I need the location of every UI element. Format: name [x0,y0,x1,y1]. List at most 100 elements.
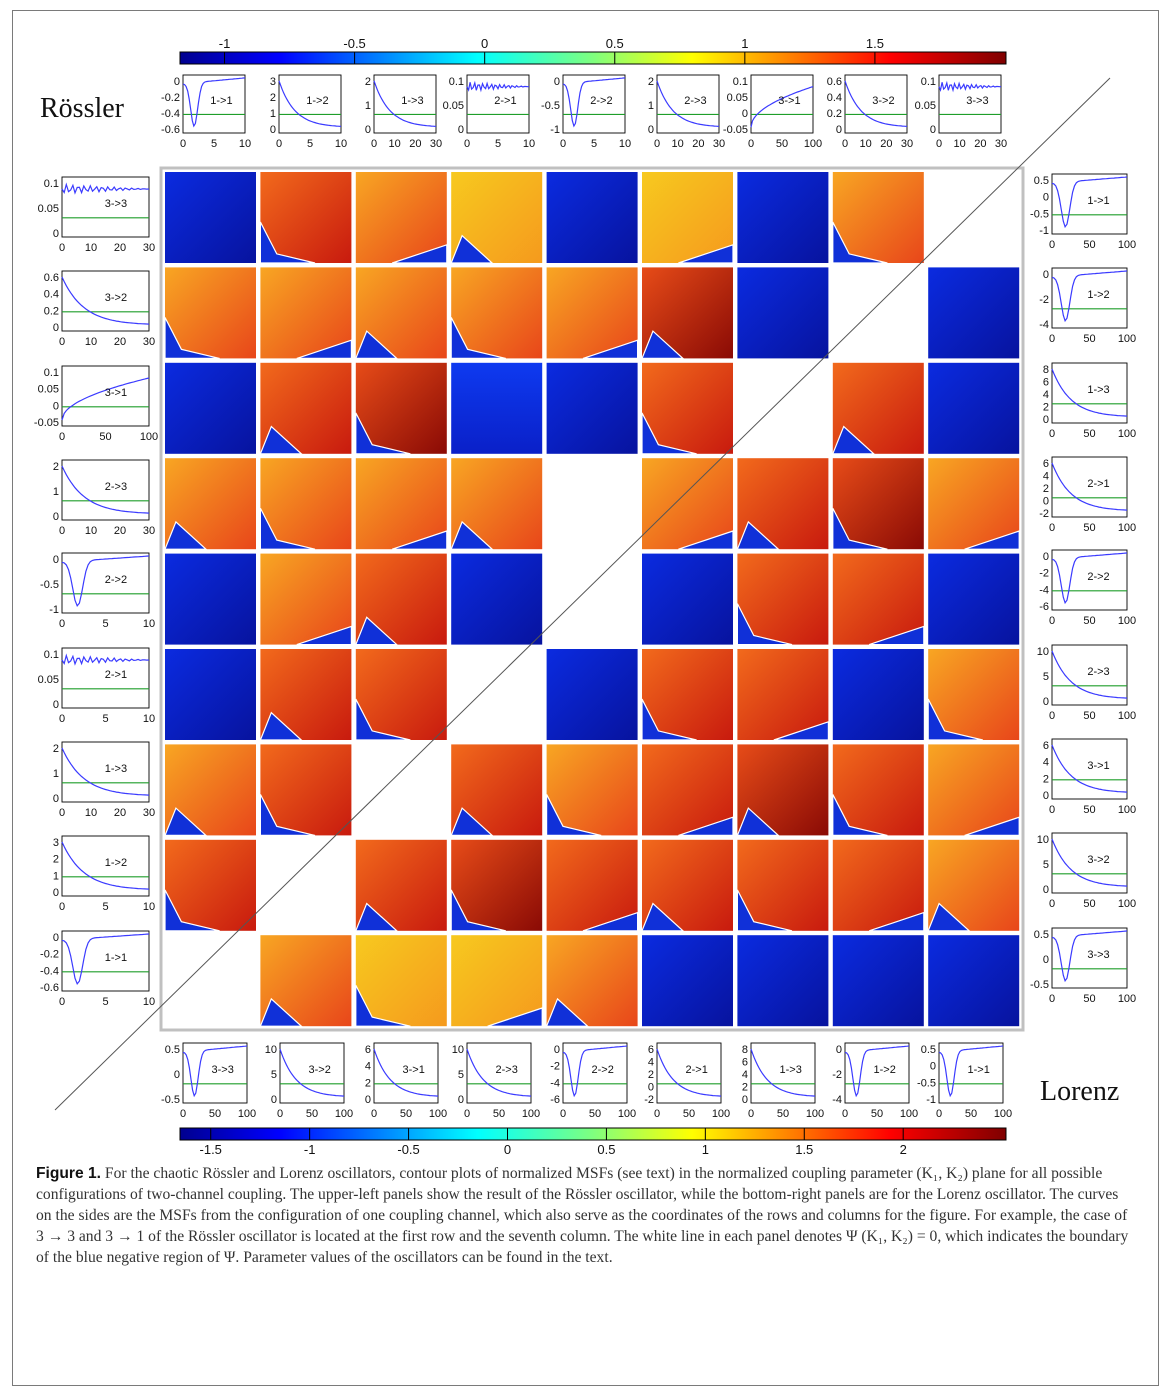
y-tick-label: 0 [365,1094,371,1106]
x-tick-label: 5 [211,138,217,150]
contour-cell [928,935,1020,1027]
figure-frame [12,10,1159,1386]
contour-fill [928,267,1020,359]
y-tick-label: -2 [550,1061,560,1073]
contour-cell [927,839,1020,932]
x-tick-label: 10 [143,901,155,913]
y-tick-label: 0.4 [44,289,59,301]
msf-curve [1051,368,1128,417]
contour-cell [737,172,829,263]
contour-cell [737,935,829,1027]
x-tick-label: 5 [102,996,108,1008]
contour-fill [260,267,352,359]
contour-fill [260,839,352,931]
negative-region [545,794,602,837]
negative-region [641,330,685,359]
contour-cell [260,553,352,646]
contour-fill [355,362,447,454]
y-tick-label: 0 [554,76,560,88]
contour-cell [736,458,829,550]
negative-region [259,794,316,837]
x-tick-label: 10 [619,138,631,150]
negative-region [259,997,303,1027]
negative-region [678,816,734,837]
contour-cell [165,935,256,1027]
panel-axes [182,1042,248,1104]
contour-fill [928,744,1020,836]
contour-fill [165,172,256,263]
y-tick-label: 2 [1043,773,1049,785]
y-tick-label: 0 [53,932,59,944]
x-tick-label: 10 [85,336,97,348]
x-tick-label: 0 [59,431,65,443]
panel-label: 2->3 [684,95,706,107]
msf-curve [373,1048,439,1097]
contour-cell [642,172,734,264]
x-tick-label: 5 [102,618,108,630]
contour-cell [164,839,256,932]
contour-fill [355,744,447,836]
y-tick-label: 10 [452,1044,464,1056]
contour-cell [450,458,543,550]
contour-fill [451,935,543,1027]
lorenz-bottom-panel: 3->30.50-0.50 50 100 [161,1042,256,1120]
contour-fill [260,458,352,550]
colorbar-tick-label: 1 [741,36,748,51]
panel-label: 2->2 [592,1064,614,1076]
x-tick-label: 50 [400,1108,412,1120]
negative-region [832,221,888,264]
x-tick-label: 50 [1083,428,1095,440]
msf-curve [1051,838,1128,887]
colorbar-tick-label: 0.5 [597,1142,615,1157]
contour-fill [355,458,447,550]
figure-caption: Figure 1. For the chaotic Rössler and Lo… [36,1163,1136,1268]
x-tick-label: 0 [59,336,65,348]
msf-curve [1051,930,1128,983]
y-tick-label: 1 [53,486,59,498]
negative-region [736,520,780,550]
x-tick-label: 0 [59,713,65,725]
msf-curve [656,80,720,127]
y-tick-label: -0.4 [161,108,180,120]
negative-region [354,616,399,646]
panel-label: 2->3 [1087,666,1109,678]
y-tick-label: 0 [930,124,936,136]
contour-cell [260,839,352,931]
msf-curve [750,1048,816,1097]
x-tick-label: 30 [713,138,725,150]
x-tick-label: 100 [1118,710,1136,722]
panel-label: 3->2 [105,292,127,304]
panel-label: 3->3 [105,198,127,210]
lorenz-right-panel: 1->20-2-40 50 100 [1039,267,1136,345]
negative-region [296,339,352,359]
colorbar-tick-label: -0.5 [397,1142,419,1157]
x-tick-label: 100 [1118,804,1136,816]
contour-cell [259,172,352,264]
contour-cell [355,649,447,741]
y-tick-label: 10 [1037,646,1049,658]
x-tick-label: 50 [1083,710,1095,722]
msf-curve [278,80,342,127]
msf-curve [1051,650,1128,699]
y-tick-label: 2 [53,743,59,755]
y-tick-label: 0 [1043,696,1049,708]
contour-fill [737,267,829,359]
negative-region [641,902,685,932]
y-tick-label: -4 [1039,319,1049,331]
contour-fill [546,458,638,550]
negative-region [355,698,411,741]
contour-cell [737,267,829,359]
figure-graphic: -1 -0.5 0 0.5 1 1.5 -1.5 -1 -0.5 0 0.5 1 1.5 2 Rössler… [34,36,1136,1157]
colorbar-tick-label: 0.5 [606,36,624,51]
contour-fill [546,744,638,836]
y-tick-label: 2 [270,92,276,104]
x-tick-label: 30 [430,138,442,150]
negative-region [869,625,925,646]
panel-label: 2->2 [590,95,612,107]
contour-cell [928,267,1020,359]
contour-fill [737,553,829,645]
